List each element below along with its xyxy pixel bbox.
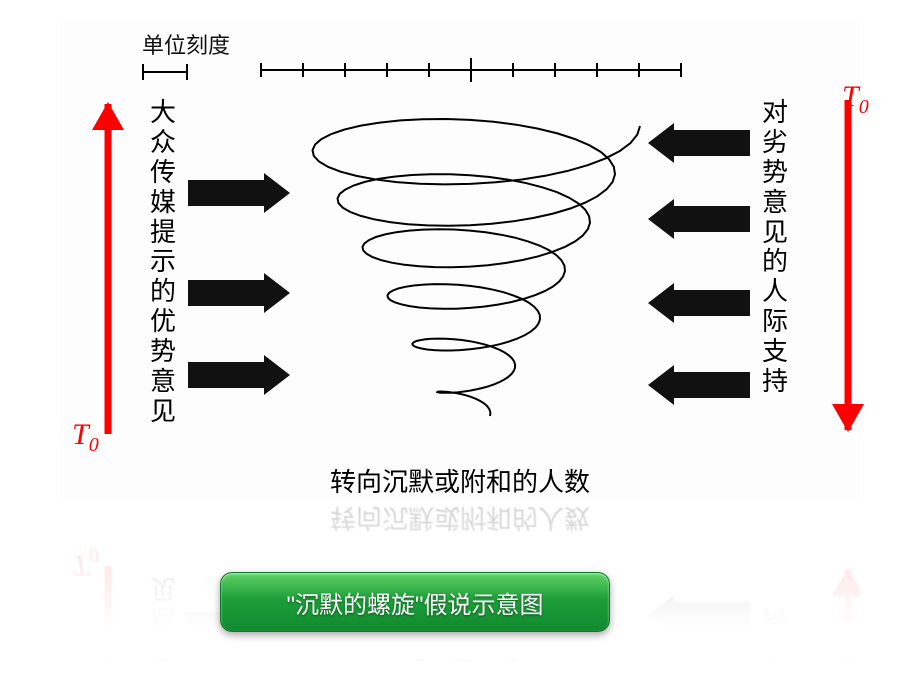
left-vertical-text: 大众传媒提示的优势意见: [148, 98, 178, 427]
left-vertical-text: 大众传媒提示的优势意见: [148, 573, 178, 660]
t0-label-left: T0: [72, 418, 99, 457]
bottom-caption: 转向沉默或附和的人数: [60, 462, 860, 499]
bottom-caption: 转向沉默或附和的人数: [60, 501, 860, 538]
t0-label-right: T0: [842, 80, 869, 119]
right-vertical-text: 对劣势意见的人际支持: [760, 603, 790, 660]
right-red-down-arrow: [830, 100, 866, 430]
spiral-icon: [260, 106, 680, 446]
scale-label: 单位刻度: [142, 28, 230, 60]
left-red-up-arrow: [90, 104, 126, 434]
right-red-down-arrow: [830, 570, 860, 660]
right-vertical-text: 对劣势意见的人际支持: [760, 98, 790, 397]
diagram-canvas: 单位刻度大众传媒提示的优势意见对劣势意见的人际支持T0T0转向沉默或附和的人数: [60, 20, 860, 500]
t0-label-left: T0: [72, 543, 99, 582]
caption-button-label: "沉默的螺旋"假说示意图: [286, 585, 543, 620]
caption-button: "沉默的螺旋"假说示意图: [220, 572, 610, 632]
unit-mark: [140, 62, 190, 82]
top-ruler: [260, 56, 680, 84]
